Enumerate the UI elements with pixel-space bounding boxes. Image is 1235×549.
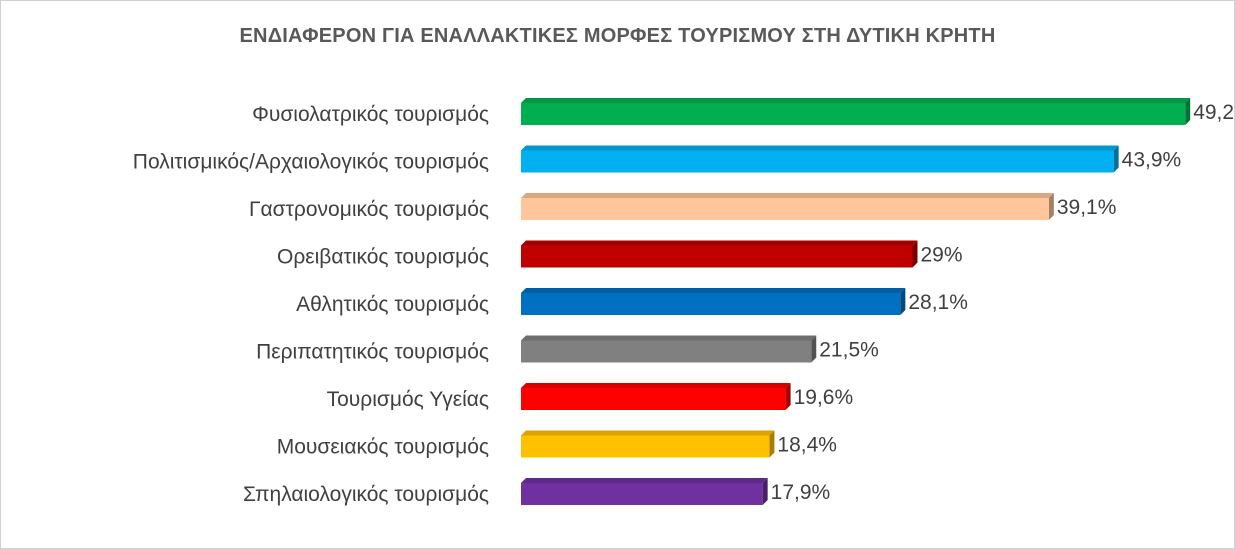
bar-top [521, 240, 918, 246]
value-label: 17,9% [771, 481, 831, 504]
bar [521, 483, 763, 505]
bar-group: Μουσειακός τουρισμός 18,4% [277, 430, 837, 459]
bar-group: Αθλητικός τουρισμός 28,1% [296, 288, 968, 316]
bar [521, 340, 812, 363]
bar-side [1185, 98, 1191, 125]
bar-group: Ορειβατικός τουρισμός 29% [277, 240, 963, 269]
value-label: 19,6% [794, 386, 854, 409]
category-label: Τουρισμός Υγείας [327, 388, 489, 411]
chart-title: ΕΝΔΙΑΦΕΡΟΝ ΓΙΑ ΕΝΑΛΛΑΚΤΙΚΕΣ ΜΟΡΦΕΣ ΤΟΥΡΙ… [239, 25, 996, 47]
category-label: Περιπατητικός τουρισμός [256, 341, 489, 364]
bar-group: Περιπατητικός τουρισμός 21,5% [256, 335, 879, 364]
bar-group: Τουρισμός Υγείας 19,6% [327, 383, 854, 411]
category-label: Γαστρονομικός τουρισμός [249, 198, 489, 221]
bar-side [1048, 193, 1054, 220]
bar-top [521, 478, 768, 483]
bar [521, 245, 913, 268]
bar-side [762, 478, 768, 505]
bar-side [912, 240, 918, 268]
bar-side [1113, 145, 1119, 173]
bar-side [900, 288, 906, 315]
bar-top [521, 335, 817, 341]
bar-side [769, 430, 775, 458]
value-label: 43,9% [1122, 149, 1182, 172]
bar-side [811, 335, 817, 363]
value-label: 49,2% [1193, 101, 1234, 124]
bar-top [521, 430, 775, 436]
bar-side [785, 383, 791, 410]
bar-group: Γαστρονομικός τουρισμός 39,1% [249, 193, 1116, 221]
category-label: Πολιτισμικός/Αρχαιολογικός τουρισμός [133, 151, 489, 174]
bar [521, 388, 786, 410]
bar [521, 198, 1049, 220]
bar-top [521, 383, 791, 388]
bar-group: Σπηλαιολογικός τουρισμός 17,9% [243, 478, 830, 506]
value-label: 28,1% [908, 291, 968, 314]
category-label: Μουσειακός τουρισμός [277, 436, 489, 459]
value-label: 39,1% [1057, 196, 1117, 219]
category-label: Αθλητικός τουρισμός [296, 293, 489, 316]
bar-top [521, 145, 1119, 151]
value-label: 29% [921, 244, 963, 267]
bar [521, 293, 901, 315]
bar-group: Πολιτισμικός/Αρχαιολογικός τουρισμός 43,9… [133, 145, 1182, 174]
category-label: Σπηλαιολογικός τουρισμός [243, 483, 489, 506]
value-label: 21,5% [819, 339, 879, 362]
value-label: 18,4% [777, 434, 837, 457]
bar-top [521, 98, 1191, 103]
category-label: Φυσιολατρικός τουρισμός [252, 103, 489, 126]
bar [521, 103, 1186, 125]
bar [521, 150, 1114, 173]
bar-group: Φυσιολατρικός τουρισμός 49,2% [252, 98, 1234, 126]
bar-top [521, 288, 906, 293]
bar-top [521, 193, 1054, 198]
category-label: Ορειβατικός τουρισμός [277, 246, 489, 269]
bar [521, 435, 770, 458]
